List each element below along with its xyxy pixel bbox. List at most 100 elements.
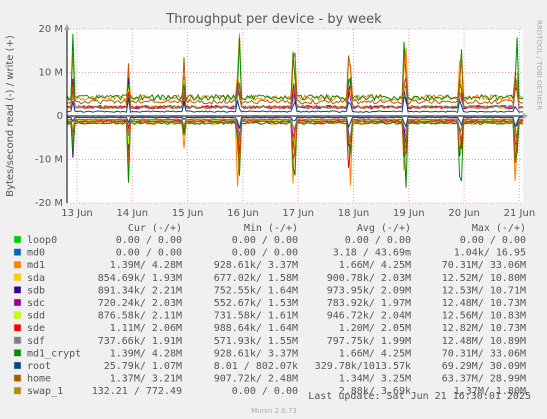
y-tick-label: -10 M: [35, 155, 63, 166]
legend-swatch: [13, 349, 22, 357]
legend-series-name: sde: [27, 323, 45, 334]
legend-avg-value: 3.18 / 43.69m: [333, 248, 411, 259]
legend-max-value: 69.29M/ 30.09M: [442, 361, 526, 372]
legend-swatch: [13, 361, 22, 370]
legend-avg-value: 329.78k/1013.57k: [315, 361, 411, 372]
y-axis-arrow: [64, 24, 70, 30]
legend-avg-value: 1.34M/ 3.25M: [339, 374, 411, 385]
legend-series-name: loop0: [27, 235, 57, 246]
legend-avg-value: 1.66M/ 4.25M: [339, 260, 411, 271]
x-axis-arrow: [523, 113, 528, 119]
legend-swatch: [13, 374, 22, 382]
legend-series-name: sdb: [27, 285, 45, 296]
legend-avg-value: 900.78k/ 2.03M: [327, 273, 411, 284]
legend: loop0 0.00 / 0.00 0.00 / 0.00 0.00 / 0.00 0.…: [13, 235, 526, 397]
legend-cur-value: 1.39M/ 4.28M: [110, 348, 182, 359]
legend-avg-value: 2.88k/ 3.69k: [339, 386, 411, 397]
legend-min-value: 988.64k/ 1.64M: [214, 323, 298, 334]
x-tick-label: 16 Jun: [227, 208, 259, 219]
legend-row: sdd 876.58k/ 2.11M 731.58k/ 1.61M 946.72k/ …: [13, 311, 526, 322]
legend-max-value: 12.48M/ 10.89M: [442, 336, 526, 347]
rrdtool-credit: RRDTOOL / TOBI OETIKER: [535, 20, 543, 110]
legend-avg-value: 973.95k/ 2.09M: [327, 285, 411, 296]
legend-swatch: [13, 386, 22, 395]
legend-max-value: 12.48M/ 10.73M: [442, 298, 526, 309]
series-write-home: [66, 52, 524, 106]
series-read-md1_crypt: [66, 121, 524, 188]
legend-cur-value: 891.34k/ 2.21M: [98, 285, 182, 296]
legend-max-value: 12.82M/ 10.73M: [442, 323, 526, 334]
legend-cur-value: 0.00 / 0.00: [116, 248, 182, 259]
legend-cur-value: 0.00 / 0.00: [116, 235, 182, 246]
legend-avg-value: 946.72k/ 2.04M: [327, 311, 411, 322]
legend-row: md1 1.39M/ 4.28M 928.61k/ 3.37M 1.66M/ 4.25…: [13, 260, 526, 271]
y-tick-label: 20 M: [38, 24, 63, 35]
y-axis-label: Bytes/second read (-) / write (+): [5, 35, 16, 197]
legend-min-value: 928.61k/ 3.37M: [214, 348, 298, 359]
legend-row: sde 1.11M/ 2.06M 988.64k/ 1.64M 1.20M/ 2.05…: [13, 323, 526, 334]
legend-swatch: [13, 336, 22, 345]
legend-max-value: 12.56M/ 10.83M: [442, 311, 526, 322]
legend-min-value: 0.00 / 0.00: [232, 386, 298, 397]
legend-series-name: swap_1: [27, 386, 63, 397]
legend-series-name: sdf: [27, 336, 45, 347]
legend-series-name: md0: [27, 248, 45, 259]
legend-max-value: 1.37M/ 1.80M: [454, 386, 526, 397]
legend-min-value: 752.55k/ 1.64M: [214, 285, 298, 296]
legend-row: home 1.37M/ 3.21M 907.72k/ 2.48M 1.34M/ 3.2…: [13, 374, 526, 385]
legend-swatch: [13, 273, 22, 282]
munin-version: Munin 2.0.73: [251, 407, 297, 415]
col-cur: Cur (-/+): [128, 223, 182, 234]
series-read-root: [66, 116, 523, 130]
legend-cur-value: 876.58k/ 2.11M: [98, 311, 182, 322]
col-avg: Avg (-/+): [357, 223, 411, 234]
legend-swatch: [13, 298, 22, 307]
legend-series-name: home: [27, 374, 51, 385]
y-tick-label: 0: [57, 111, 63, 122]
legend-min-value: 0.00 / 0.00: [232, 248, 298, 259]
legend-max-value: 70.31M/ 33.06M: [442, 260, 526, 271]
legend-cur-value: 1.11M/ 2.06M: [110, 323, 182, 334]
legend-max-value: 12.53M/ 10.71M: [442, 285, 526, 296]
x-tick-label: 17 Jun: [282, 208, 314, 219]
x-tick-label: 15 Jun: [172, 208, 204, 219]
x-tick-label: 20 Jun: [448, 208, 480, 219]
legend-min-value: 731.58k/ 1.61M: [214, 311, 298, 322]
legend-row: sdb 891.34k/ 2.21M 752.55k/ 1.64M 973.95k/ …: [13, 285, 526, 296]
x-tick-label: 13 Jun: [61, 208, 93, 219]
legend-cur-value: 720.24k/ 2.03M: [98, 298, 182, 309]
legend-cur-value: 1.39M/ 4.28M: [110, 260, 182, 271]
y-tick-label: 10 M: [38, 68, 63, 79]
legend-max-value: 1.04k/ 16.95: [454, 248, 526, 259]
legend-row: sdc 720.24k/ 2.03M 552.67k/ 1.53M 783.92k/ …: [13, 298, 526, 309]
series-read-sde: [66, 119, 524, 168]
legend-swatch: [13, 248, 22, 256]
legend-min-value: 907.72k/ 2.48M: [214, 374, 298, 385]
legend-series-name: md1: [27, 260, 45, 271]
y-axis-ticks: 20 M 10 M 0 -10 M -20 M: [35, 24, 63, 209]
legend-max-value: 0.00 / 0.00: [460, 235, 526, 246]
x-tick-label: 18 Jun: [338, 208, 370, 219]
legend-swatch: [13, 260, 22, 269]
legend-avg-value: 1.66M/ 4.25M: [339, 348, 411, 359]
legend-row: sda 854.69k/ 1.93M 677.02k/ 1.58M 900.78k/ …: [13, 273, 526, 284]
col-min: Min (-/+): [244, 223, 298, 234]
legend-min-value: 552.67k/ 1.53M: [214, 298, 298, 309]
x-axis-ticks: 13 Jun 14 Jun 15 Jun 16 Jun 17 Jun 18 Jun 19 J…: [61, 208, 535, 219]
chart-title: Throughput per device - by week: [165, 12, 382, 27]
series-write-sdf: [66, 75, 524, 110]
legend-min-value: 8.01 / 802.07k: [214, 361, 298, 372]
legend-cur-value: 1.37M/ 3.21M: [110, 374, 182, 385]
legend-min-value: 677.02k/ 1.58M: [214, 273, 298, 284]
legend-row: md1_crypt 1.39M/ 4.28M 928.61k/ 3.37M 1.66M…: [13, 348, 526, 359]
x-tick-label: 21 Jun: [504, 208, 536, 219]
legend-min-value: 0.00 / 0.00: [232, 235, 298, 246]
legend-cur-value: 854.69k/ 1.93M: [98, 273, 182, 284]
legend-cur-value: 737.66k/ 1.91M: [98, 336, 182, 347]
legend-cur-value: 25.79k/ 1.07M: [104, 361, 182, 372]
legend-max-value: 12.52M/ 10.80M: [442, 273, 526, 284]
legend-row: md0 0.00 / 0.00 0.00 / 0.00 3.18 / 43.69m 1.…: [13, 248, 526, 259]
series-write-root: [66, 96, 523, 113]
